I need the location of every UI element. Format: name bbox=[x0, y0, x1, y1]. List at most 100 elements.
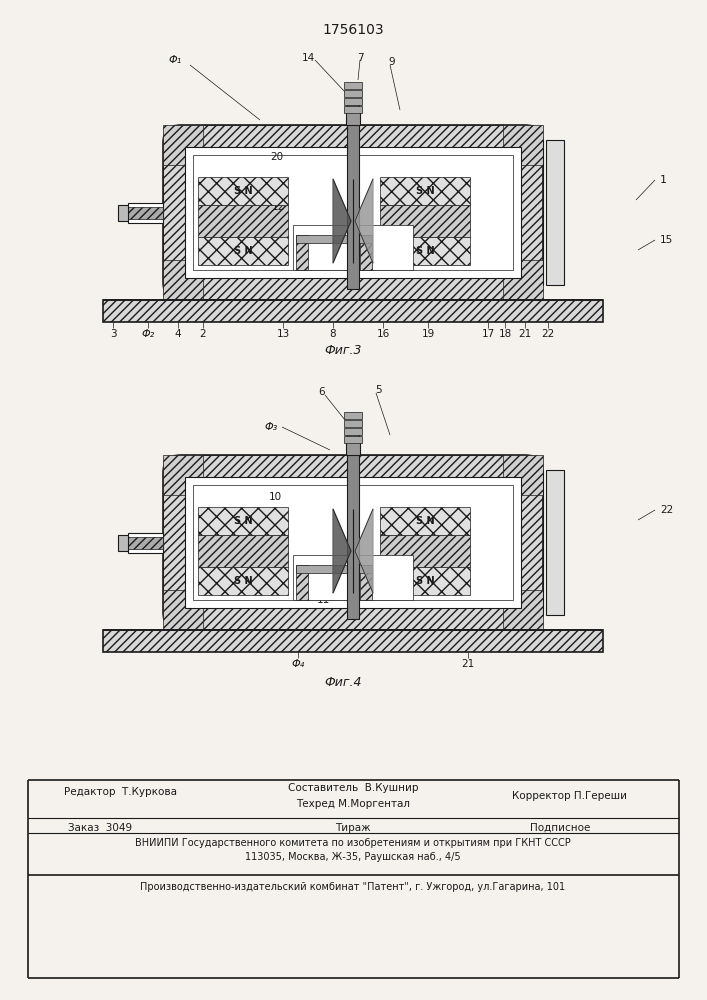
Text: S N: S N bbox=[416, 576, 434, 586]
Bar bbox=[503, 455, 543, 495]
Text: Заказ  3049: Заказ 3049 bbox=[68, 823, 132, 833]
Bar bbox=[347, 431, 359, 619]
Bar bbox=[185, 477, 521, 608]
Text: 22: 22 bbox=[660, 505, 673, 515]
Bar bbox=[360, 565, 372, 600]
Text: 7: 7 bbox=[357, 53, 363, 63]
Text: Фиг.4: Фиг.4 bbox=[325, 676, 362, 688]
Bar bbox=[521, 143, 543, 282]
Bar bbox=[380, 535, 470, 567]
Text: 5: 5 bbox=[375, 385, 381, 395]
Polygon shape bbox=[355, 179, 373, 263]
Bar bbox=[128, 207, 163, 219]
Text: Фиг.3: Фиг.3 bbox=[325, 344, 362, 357]
Bar bbox=[503, 590, 543, 630]
Text: 20: 20 bbox=[270, 152, 283, 162]
Text: 1756103: 1756103 bbox=[322, 23, 384, 37]
Text: S N: S N bbox=[234, 246, 252, 256]
Text: 4: 4 bbox=[175, 329, 181, 339]
Bar bbox=[193, 155, 513, 270]
Text: Φ₁: Φ₁ bbox=[168, 55, 182, 65]
Bar bbox=[344, 106, 362, 113]
Bar bbox=[296, 565, 308, 600]
Text: S N: S N bbox=[234, 186, 252, 196]
Bar bbox=[193, 485, 513, 600]
Text: 17: 17 bbox=[481, 329, 495, 339]
Bar bbox=[347, 101, 359, 289]
Bar bbox=[380, 507, 470, 535]
Bar bbox=[360, 235, 372, 270]
Text: 21: 21 bbox=[518, 329, 532, 339]
Bar bbox=[503, 260, 543, 300]
Polygon shape bbox=[333, 179, 351, 263]
Text: Редактор  Т.Куркова: Редактор Т.Куркова bbox=[64, 787, 177, 797]
Bar bbox=[503, 125, 543, 165]
Bar bbox=[344, 82, 362, 89]
Text: 113035, Москва, Ж-35, Раушская наб., 4/5: 113035, Москва, Ж-35, Раушская наб., 4/5 bbox=[245, 852, 461, 862]
Text: Φ₂: Φ₂ bbox=[141, 329, 155, 339]
Bar bbox=[181, 455, 525, 477]
Bar bbox=[521, 473, 543, 612]
Bar bbox=[181, 608, 525, 630]
Bar bbox=[344, 420, 362, 427]
Bar bbox=[296, 235, 308, 270]
Bar bbox=[128, 537, 163, 549]
Bar bbox=[181, 278, 525, 300]
Bar bbox=[163, 125, 203, 165]
Bar bbox=[380, 177, 470, 205]
Bar bbox=[198, 507, 288, 535]
Text: Производственно-издательский комбинат "Патент", г. Ужгород, ул.Гагарина, 101: Производственно-издательский комбинат "П… bbox=[141, 882, 566, 892]
Text: S N: S N bbox=[234, 516, 252, 526]
Text: 10: 10 bbox=[269, 492, 282, 502]
FancyBboxPatch shape bbox=[163, 455, 543, 630]
Bar bbox=[344, 90, 362, 97]
Bar bbox=[198, 567, 288, 595]
Bar bbox=[198, 535, 288, 567]
Text: Подписное: Подписное bbox=[530, 823, 590, 833]
Bar bbox=[344, 412, 362, 419]
Bar bbox=[380, 205, 470, 237]
Bar bbox=[103, 300, 603, 322]
Text: 12: 12 bbox=[271, 202, 285, 212]
Bar bbox=[103, 630, 603, 652]
Bar bbox=[128, 533, 163, 553]
FancyBboxPatch shape bbox=[163, 125, 543, 300]
Bar bbox=[346, 107, 360, 125]
Bar bbox=[118, 535, 128, 551]
Bar bbox=[163, 455, 203, 495]
Bar bbox=[198, 205, 288, 237]
Text: 19: 19 bbox=[421, 329, 435, 339]
Bar bbox=[293, 555, 413, 600]
Bar bbox=[296, 235, 372, 243]
Bar bbox=[296, 565, 372, 573]
Bar bbox=[118, 205, 128, 221]
Bar bbox=[380, 567, 470, 595]
Text: 15: 15 bbox=[660, 235, 673, 245]
Text: S N: S N bbox=[234, 576, 252, 586]
Bar bbox=[198, 177, 288, 205]
Bar bbox=[185, 147, 521, 278]
Polygon shape bbox=[333, 509, 351, 593]
Text: 14: 14 bbox=[301, 53, 315, 63]
Text: 6: 6 bbox=[319, 387, 325, 397]
Text: 3: 3 bbox=[110, 329, 117, 339]
Bar bbox=[181, 125, 525, 147]
Text: 9: 9 bbox=[389, 57, 395, 67]
Text: 22: 22 bbox=[542, 329, 554, 339]
Bar bbox=[163, 473, 185, 612]
Bar bbox=[380, 237, 470, 265]
Bar bbox=[344, 428, 362, 435]
Text: ВНИИПИ Государственного комитета по изобретениям и открытиям при ГКНТ СССР: ВНИИПИ Государственного комитета по изоб… bbox=[135, 838, 571, 848]
Text: 8: 8 bbox=[329, 329, 337, 339]
Bar bbox=[293, 225, 413, 270]
Polygon shape bbox=[355, 509, 373, 593]
Text: 18: 18 bbox=[498, 329, 512, 339]
Text: S N: S N bbox=[416, 516, 434, 526]
Bar bbox=[346, 437, 360, 455]
Bar bbox=[163, 143, 185, 282]
Text: 1: 1 bbox=[660, 175, 667, 185]
Bar bbox=[128, 203, 163, 223]
Text: S N: S N bbox=[416, 246, 434, 256]
Text: 16: 16 bbox=[376, 329, 390, 339]
Text: Φ₄: Φ₄ bbox=[291, 659, 305, 669]
